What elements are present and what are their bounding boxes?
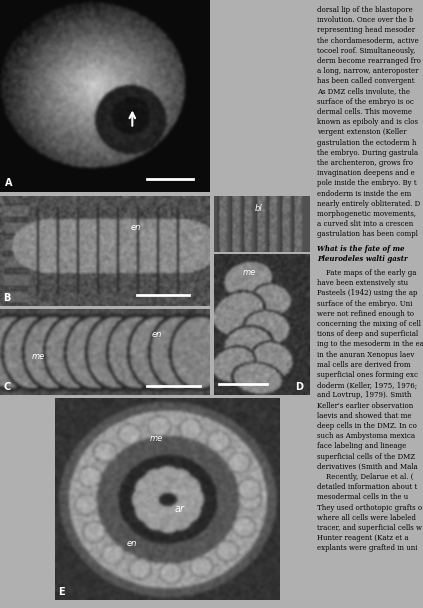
Text: D: D [295,382,303,392]
Text: in the anuran Xenopus laev: in the anuran Xenopus laev [317,351,415,359]
Text: a long, narrow, anteroposter: a long, narrow, anteroposter [317,67,418,75]
Text: me: me [31,352,45,361]
Text: face labeling and lineage: face labeling and lineage [317,443,406,451]
Text: E: E [58,587,65,597]
Text: Pleurodeles walti gastr: Pleurodeles walti gastr [317,255,408,263]
Text: known as epiboly and is clos: known as epiboly and is clos [317,118,418,126]
Text: deep cells in the DMZ. In co: deep cells in the DMZ. In co [317,422,417,430]
Text: gastrulation the ectoderm h: gastrulation the ectoderm h [317,139,417,147]
Text: ar: ar [174,504,184,514]
Text: such as Ambystoma mexica: such as Ambystoma mexica [317,432,415,440]
Text: involution. Once over the b: involution. Once over the b [317,16,414,24]
Text: tions of deep and superficial: tions of deep and superficial [317,330,418,338]
Text: pole inside the embryo. By t: pole inside the embryo. By t [317,179,417,187]
Text: derm become rearranged fro: derm become rearranged fro [317,57,421,65]
Text: and Lovtrup, 1979). Smith: and Lovtrup, 1979). Smith [317,392,412,399]
Text: tocoel roof. Simultaneously,: tocoel roof. Simultaneously, [317,47,415,55]
Text: ing to the mesoderm in the ea: ing to the mesoderm in the ea [317,340,423,348]
Text: has been called convergent: has been called convergent [317,77,415,85]
Text: me: me [243,268,256,277]
Text: endoderm is inside the em: endoderm is inside the em [317,190,411,198]
Text: They used orthotopic grafts o: They used orthotopic grafts o [317,503,422,511]
Text: vergent extension (Keller: vergent extension (Keller [317,128,407,136]
Text: the chordamesoderm, active: the chordamesoderm, active [317,36,419,44]
Text: surface of the embryo is oc: surface of the embryo is oc [317,98,414,106]
Text: dorsal lip of the blastopore: dorsal lip of the blastopore [317,6,413,14]
Text: en: en [151,330,162,339]
Text: derivatives (Smith and Mala: derivatives (Smith and Mala [317,463,418,471]
Text: Recently, Delarue et al. (: Recently, Delarue et al. ( [317,473,414,481]
Text: invagination deepens and e: invagination deepens and e [317,169,415,177]
Text: were not refined enough to: were not refined enough to [317,310,414,318]
Text: B: B [3,293,11,303]
Text: Fate maps of the early ga: Fate maps of the early ga [317,269,417,277]
Text: en: en [130,224,140,232]
Text: me: me [149,434,163,443]
Text: representing head mesoder: representing head mesoder [317,26,415,35]
Text: the archenteron, grows fro: the archenteron, grows fro [317,159,413,167]
Text: en: en [127,539,137,548]
Text: detailed information about t: detailed information about t [317,483,417,491]
Text: gastrulation has been compl: gastrulation has been compl [317,230,418,238]
Text: C: C [3,382,10,392]
Text: A: A [5,178,13,188]
Text: morphogenetic movements,: morphogenetic movements, [317,210,416,218]
Text: What is the fate of me: What is the fate of me [317,244,404,252]
Text: Keller's earlier observation: Keller's earlier observation [317,402,413,410]
Text: tracer, and superficial cells w: tracer, and superficial cells w [317,524,422,532]
Text: laevis and showed that me: laevis and showed that me [317,412,412,420]
Text: Pasteels (1942) using the ap: Pasteels (1942) using the ap [317,289,418,297]
Text: superficial cells of the DMZ: superficial cells of the DMZ [317,452,415,461]
Text: mal cells are derived from: mal cells are derived from [317,361,411,369]
Text: bl: bl [255,204,263,213]
Text: the embryo. During gastrula: the embryo. During gastrula [317,149,418,157]
Text: superficial ones forming exc: superficial ones forming exc [317,371,418,379]
Text: a curved slit into a crescen: a curved slit into a crescen [317,220,413,228]
Text: concerning the mixing of cell: concerning the mixing of cell [317,320,421,328]
Text: mesodermal cells in the u: mesodermal cells in the u [317,494,408,502]
Text: explants were grafted in uni: explants were grafted in uni [317,544,418,553]
Text: Hunter reagent (Katz et a: Hunter reagent (Katz et a [317,534,409,542]
Text: nearly entirely obliterated. D: nearly entirely obliterated. D [317,200,420,208]
Text: have been extensively stu: have been extensively stu [317,279,408,287]
Text: As DMZ cells involute, the: As DMZ cells involute, the [317,88,410,95]
Text: doderm (Keller, 1975, 1976;: doderm (Keller, 1975, 1976; [317,381,417,389]
Text: where all cells were labeled: where all cells were labeled [317,514,416,522]
Text: dermal cells. This moveme: dermal cells. This moveme [317,108,412,116]
Text: surface of the embryo. Uni: surface of the embryo. Uni [317,300,412,308]
